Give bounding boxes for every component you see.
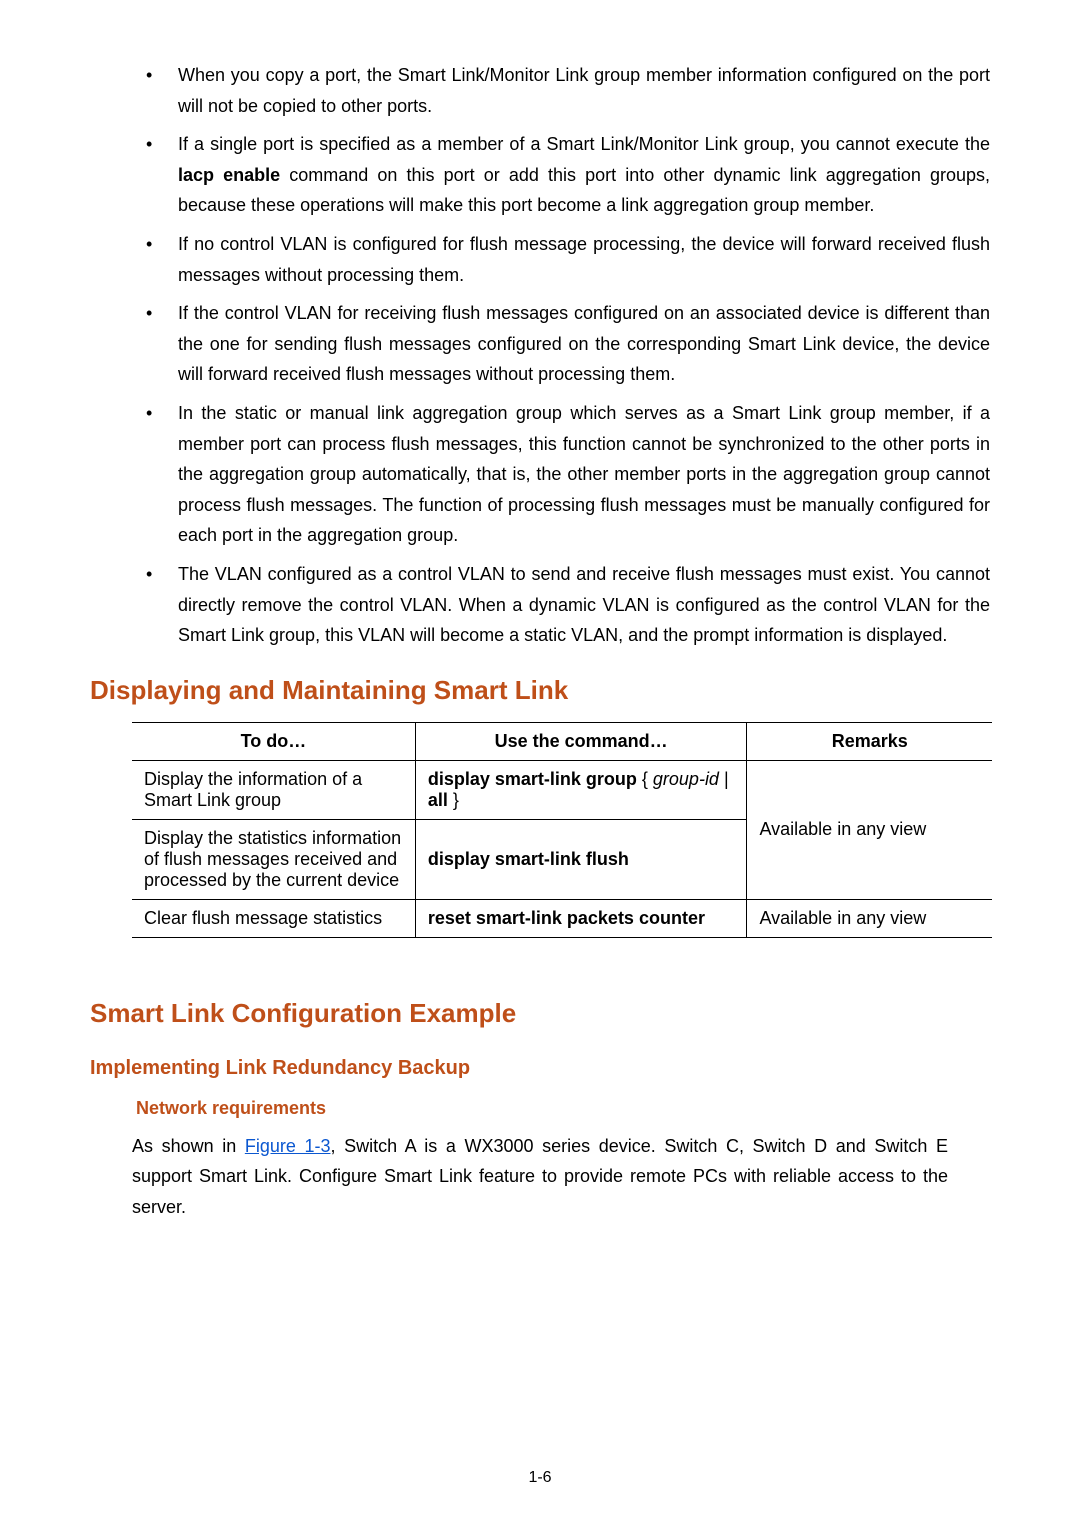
cmd-plain: { [637,769,653,789]
bullet-item: The VLAN configured as a control VLAN to… [146,559,990,651]
cmd-bold: display smart-link flush [428,849,629,869]
bullet-text-bold: lacp enable [178,165,280,185]
table-col-todo: To do… [132,722,415,760]
table-cell-cmd: display smart-link flush [415,819,747,899]
bullet-text-prefix: When you copy a port, the Smart Link/Mon… [178,65,990,116]
table-cell-cmd: reset smart-link packets counter [415,899,747,937]
table-cell-todo: Display the information of a Smart Link … [132,760,415,819]
table-header: To do… Use the command… Remarks [132,722,992,760]
bullet-list: When you copy a port, the Smart Link/Mon… [90,60,990,651]
section-heading-displaying: Displaying and Maintaining Smart Link [90,675,990,706]
table-cell-remarks: Available in any view [747,899,992,937]
section-heading-example: Smart Link Configuration Example [90,998,990,1029]
table-cell-remarks: Available in any view [747,760,992,899]
table-cell-cmd: display smart-link group { group-id | al… [415,760,747,819]
table-col-remarks: Remarks [747,722,992,760]
table-cell-todo: Display the statistics information of fl… [132,819,415,899]
cmd-plain: | [719,769,729,789]
subsection-heading-impl: Implementing Link Redundancy Backup [90,1057,990,1080]
bullet-text-prefix: The VLAN configured as a control VLAN to… [178,564,990,645]
minisection-heading-netreq: Network requirements [136,1098,990,1119]
body-text-prefix: As shown in [132,1136,245,1156]
bullet-text-prefix: In the static or manual link aggregation… [178,403,990,545]
bullet-text-prefix: If no control VLAN is configured for flu… [178,234,990,285]
bullet-item: When you copy a port, the Smart Link/Mon… [146,60,990,121]
cmd-bold: reset smart-link packets counter [428,908,705,928]
figure-reference-link[interactable]: Figure 1-3 [245,1136,331,1156]
cmd-bold: all [428,790,448,810]
command-table: To do… Use the command… Remarks Display … [132,722,992,938]
bullet-text-prefix: If a single port is specified as a membe… [178,134,990,154]
cmd-italic: group-id [653,769,719,789]
bullet-item: If no control VLAN is configured for flu… [146,229,990,290]
bullet-text-suffix: command on this port or add this port in… [178,165,990,216]
bullet-text-prefix: If the control VLAN for receiving flush … [178,303,990,384]
bullet-item: If the control VLAN for receiving flush … [146,298,990,390]
table-col-cmd: Use the command… [415,722,747,760]
page: When you copy a port, the Smart Link/Mon… [0,0,1080,1527]
table-row: Display the information of a Smart Link … [132,760,992,819]
table-body: Display the information of a Smart Link … [132,760,992,937]
body-paragraph: As shown in Figure 1-3, Switch A is a WX… [132,1131,948,1223]
cmd-bold: display smart-link group [428,769,637,789]
cmd-plain: } [448,790,459,810]
table-cell-todo: Clear flush message statistics [132,899,415,937]
page-number: 1-6 [0,1469,1080,1487]
bullet-item: If a single port is specified as a membe… [146,129,990,221]
table-row: Clear flush message statistics reset sma… [132,899,992,937]
bullet-item: In the static or manual link aggregation… [146,398,990,551]
